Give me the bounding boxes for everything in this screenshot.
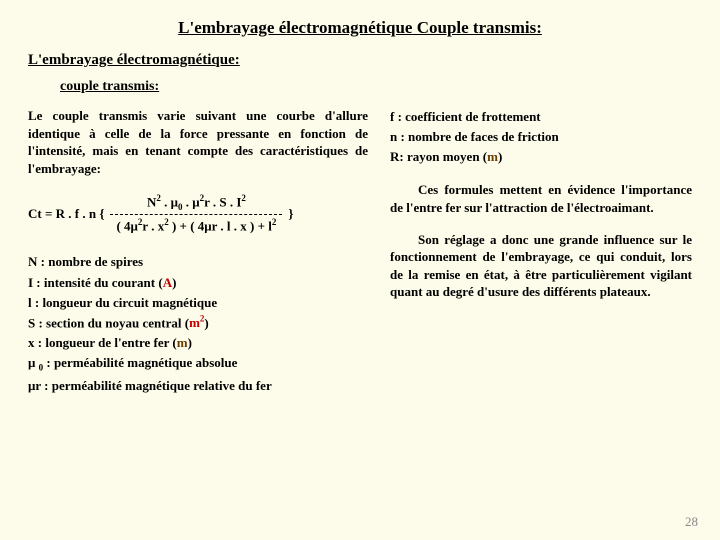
subsection-heading: couple transmis: (60, 79, 692, 95)
num-part: . μ (161, 195, 178, 210)
left-definitions: N : nombre de spires I : intensité du co… (28, 252, 368, 396)
def-s: S : section du noyau central (m2) (28, 313, 368, 333)
den-part: r . x (142, 218, 164, 233)
left-column: Le couple transmis varie suivant une cou… (28, 107, 368, 396)
num-part: . μ (182, 195, 199, 210)
formula-suffix: } (288, 206, 293, 222)
def-nfaces: n : nombre de faces de friction (390, 127, 692, 147)
page-number: 28 (685, 514, 698, 530)
section-heading: L'embrayage électromagnétique: (28, 52, 692, 69)
formula: Ct = R . f . n { N2 . μ0 . μ2r . S . I2 … (28, 193, 368, 234)
def-l: l : longueur du circuit magnétique (28, 293, 368, 313)
num-part: r . S . I (204, 195, 241, 210)
def-f: f : coefficient de frottement (390, 107, 692, 127)
right-column: f : coefficient de frottement n : nombre… (390, 107, 692, 396)
def-i: I : intensité du courant (A) (28, 273, 368, 293)
formula-prefix: Ct = R . f . n { (28, 206, 104, 222)
right-definitions: f : coefficient de frottement n : nombre… (390, 107, 692, 167)
def-x: x : longueur de l'entre fer (m) (28, 333, 368, 353)
right-paragraph-1: Ces formules mettent en évidence l'impor… (390, 181, 692, 216)
right-paragraph-2: Son réglage a donc une grande influence … (390, 231, 692, 301)
num-part: N (147, 195, 156, 210)
page-title: L'embrayage électromagnétique Couple tra… (28, 18, 692, 38)
intro-paragraph: Le couple transmis varie suivant une cou… (28, 107, 368, 177)
def-mu0: μ 0 : perméabilité magnétique absolue (28, 353, 368, 376)
def-r: R: rayon moyen (m) (390, 147, 692, 167)
formula-fraction: N2 . μ0 . μ2r . S . I2 ( 4μ2r . x2 ) + (… (110, 193, 282, 234)
def-n: N : nombre de spires (28, 252, 368, 272)
den-part: ) + ( 4μr . l . x ) + l (169, 218, 272, 233)
two-column-layout: Le couple transmis varie suivant une cou… (28, 107, 692, 396)
den-part: ( 4μ (116, 218, 137, 233)
def-mur: μr : perméabilité magnétique relative du… (28, 376, 368, 396)
